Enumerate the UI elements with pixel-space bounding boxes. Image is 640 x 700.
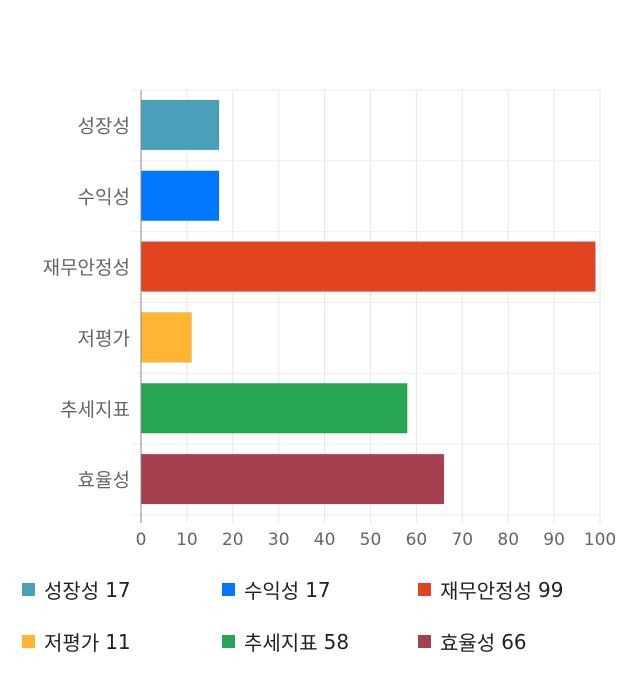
x-tick-label: 80 xyxy=(497,530,519,550)
legend-swatch xyxy=(222,635,235,648)
x-tick-label: 0 xyxy=(136,530,147,550)
legend-item[interactable]: 재무안정성 99 xyxy=(418,575,563,604)
x-tick-label: 90 xyxy=(543,530,565,550)
legend-value: 17 xyxy=(305,577,331,602)
x-tick-label: 60 xyxy=(406,530,428,550)
y-category-label: 효율성 xyxy=(78,470,130,492)
legend-item[interactable]: 저평가 11 xyxy=(22,627,131,656)
x-tick-label: 20 xyxy=(222,530,244,550)
legend-value: 11 xyxy=(105,629,131,654)
x-tick-label: 100 xyxy=(584,530,616,550)
y-category-label: 수익성 xyxy=(78,186,130,208)
bar xyxy=(140,382,408,434)
y-category-label: 저평가 xyxy=(78,328,130,350)
legend-item[interactable]: 효율성 66 xyxy=(418,627,527,656)
bar xyxy=(140,170,220,222)
legend-value: 58 xyxy=(323,629,350,654)
bar xyxy=(140,312,192,363)
legend-swatch xyxy=(418,583,431,596)
legend-swatch xyxy=(22,635,35,648)
x-tick-label: 70 xyxy=(451,530,473,550)
legend-value: 99 xyxy=(538,577,564,602)
bar-chart: 0 10 20 30 40 50 60 70 80 90 100 성장성수익성재무안정성저평가추세지표… xyxy=(43,89,616,550)
y-category-label: 재무안정성 xyxy=(43,257,130,279)
legend-label: 저평가 xyxy=(44,631,100,655)
legend-swatch xyxy=(22,583,35,596)
bar xyxy=(140,241,596,293)
bar xyxy=(140,99,220,151)
y-category-label: 추세지표 xyxy=(60,399,130,421)
legend-label: 추세지표 xyxy=(244,631,318,655)
x-tick-label: 10 xyxy=(176,530,198,550)
legend-item[interactable]: 성장성 17 xyxy=(22,575,131,604)
legend-swatch xyxy=(222,583,235,596)
x-tick-label: 40 xyxy=(314,530,336,550)
legend-value: 17 xyxy=(105,577,131,602)
legend-item[interactable]: 수익성 17 xyxy=(222,575,331,604)
legend-label: 수익성 xyxy=(244,579,300,603)
x-tick-label: 30 xyxy=(268,530,290,550)
legend-label: 효율성 xyxy=(440,631,496,655)
legend-swatch xyxy=(418,635,431,648)
legend-label: 재무안정성 xyxy=(440,579,532,603)
bar xyxy=(140,453,445,505)
legend-item[interactable]: 추세지표 58 xyxy=(222,627,349,656)
y-category-label: 성장성 xyxy=(78,115,130,137)
legend-label: 성장성 xyxy=(44,579,100,603)
x-tick-label: 50 xyxy=(360,530,382,550)
legend-value: 66 xyxy=(501,629,527,654)
